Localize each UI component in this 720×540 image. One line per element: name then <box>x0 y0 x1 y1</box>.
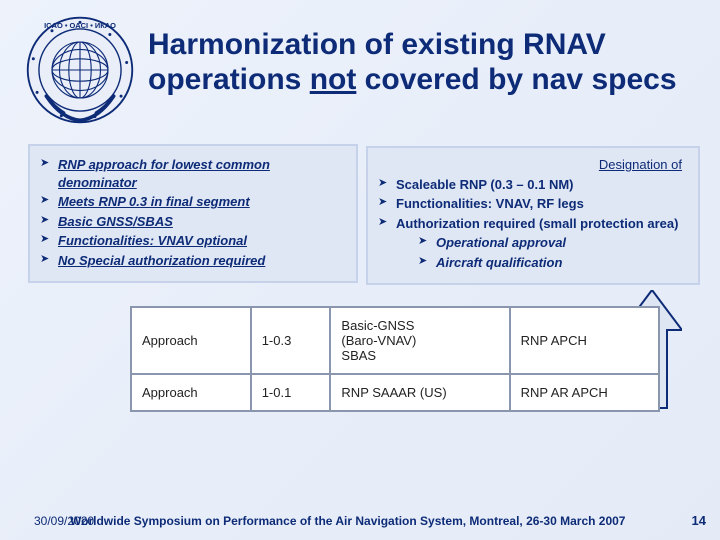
table-row: Approach 1-0.1 RNP SAAAR (US) RNP AR APC… <box>131 374 659 411</box>
footer-page: 14 <box>692 513 706 528</box>
cell-phase: Approach <box>131 374 251 411</box>
cell-spec: RNP APCH <box>510 307 659 374</box>
cell-rnp: 1-0.1 <box>251 374 331 411</box>
title-not: not <box>310 63 357 96</box>
right-bullet: Authorization required (small protection… <box>378 215 686 272</box>
title-line-2: operations not covered by nav specs <box>148 63 696 98</box>
left-panel: RNP approach for lowest common denominat… <box>28 144 358 283</box>
right-sub-bullet: Aircraft qualification <box>418 254 686 272</box>
svg-text:ICAO • OACI • ИКАО: ICAO • OACI • ИКАО <box>44 21 116 30</box>
table-row: Approach 1-0.3 Basic-GNSS (Baro-VNAV) SB… <box>131 307 659 374</box>
left-bullet: Meets RNP 0.3 in final segment <box>40 193 344 211</box>
left-bullet: No Special authorization required <box>40 252 344 270</box>
right-sub-bullets: Operational approval Aircraft qualificat… <box>418 234 686 271</box>
right-bullet: Functionalities: VNAV, RF legs <box>378 195 686 213</box>
slide-title: Harmonization of existing RNAV operation… <box>148 28 696 97</box>
right-panel: Designation of Scaleable RNP (0.3 – 0.1 … <box>366 146 700 285</box>
cell-spec: RNP AR APCH <box>510 374 659 411</box>
cell-rnp: 1-0.3 <box>251 307 331 374</box>
cell-phase: Approach <box>131 307 251 374</box>
left-bullet: Basic GNSS/SBAS <box>40 213 344 231</box>
right-panel-heading: Designation of <box>378 156 686 174</box>
left-bullets: RNP approach for lowest common denominat… <box>40 156 344 269</box>
right-bullet: Scaleable RNP (0.3 – 0.1 NM) <box>378 176 686 194</box>
nav-spec-table: Approach 1-0.3 Basic-GNSS (Baro-VNAV) SB… <box>130 306 660 412</box>
right-sub-bullet: Operational approval <box>418 234 686 252</box>
footer-symposium: Worldwide Symposium on Performance of th… <box>70 514 625 528</box>
icao-emblem: ICAO • OACI • ИКАО <box>24 14 136 126</box>
left-bullet: RNP approach for lowest common denominat… <box>40 156 344 191</box>
cell-equip: Basic-GNSS (Baro-VNAV) SBAS <box>330 307 509 374</box>
title-line-1: Harmonization of existing RNAV <box>148 28 696 63</box>
right-bullets: Scaleable RNP (0.3 – 0.1 NM) Functionali… <box>378 176 686 272</box>
cell-equip: RNP SAAAR (US) <box>330 374 509 411</box>
left-bullet: Functionalities: VNAV optional <box>40 232 344 250</box>
